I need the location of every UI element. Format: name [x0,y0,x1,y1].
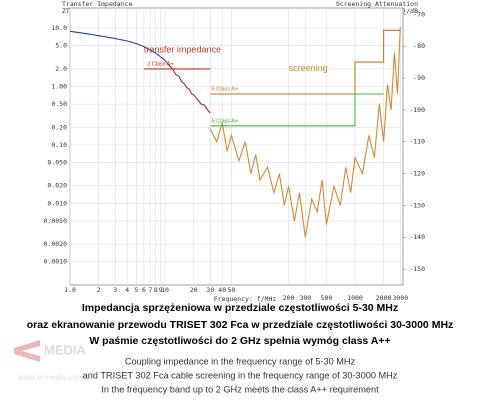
series-line [69,30,166,61]
x-tick-label: 7 [148,286,152,294]
caption-pl: oraz ekranowanie przewodu TRISET 302 Fca… [27,319,454,331]
y-tick-label: 0.020 [47,182,67,190]
series-line [210,93,384,127]
x-tick-label: 2000 [376,294,392,302]
series-line [164,59,211,114]
x-tick-label: 2 [97,286,101,294]
y-tick-label: 0.0050 [44,217,68,225]
x-tick-label: 6 [142,286,146,294]
caption-en: In the frequency band up to 2 GHz meets … [101,384,379,394]
x-tick-label: 8 [154,286,158,294]
x-tick-label: 3 [113,286,117,294]
annotation: 5 Class A+ [212,118,238,124]
caption-en: Coupling impedance in the frequency rang… [125,356,356,366]
x-tick-label: 50 [227,286,235,294]
y-tick-label: 2.0 [55,65,67,73]
y2-tick-label: -100 [409,106,425,114]
x-tick-label: 30 [206,286,214,294]
y-tick-label: 0.0020 [44,240,68,248]
x-tick-label: 20 [190,286,198,294]
x-tick-label: 1000 [347,294,363,302]
x-tick-label: 300 [299,294,311,302]
y-tick-label: 0.20 [51,123,67,131]
annotation: screening [289,63,328,73]
y-tick-label: 0.10 [51,141,67,149]
y-tick-label: 1.00 [51,82,67,90]
caption-en: and TRISET 302 Fca cable screening in th… [83,370,398,380]
y-tick-label: 0.0010 [44,258,68,266]
y-tick-label: 10.0 [51,24,67,32]
y2-tick-label: -110 [409,138,425,146]
y-tick-label: 5.0 [55,42,67,50]
x-tick-label: 10 [161,286,169,294]
y2-tick-label: -140 [409,233,425,241]
y-tick-label: 0.50 [51,100,67,108]
x-axis-label: Frequency: f/MHz [214,295,277,303]
watermark: MEDIA www.e-media.com.pl [14,340,92,382]
y2-tick-label: -70 [413,10,425,18]
x-tick-label: 4 [125,286,129,294]
x-tick-label: 200 [283,294,295,302]
watermark-url: www.e-media.com.pl [17,373,92,382]
annotation: transfer impedance [144,44,221,54]
plot-area [69,7,404,286]
series-line [210,29,401,95]
x-tick-label: 3000 [393,294,409,302]
x-tick-label: 500 [321,294,333,302]
series-line [209,27,401,238]
x-tick-label: 40 [218,286,226,294]
y2-tick-label: -130 [409,201,425,209]
caption-pl: W paśmie częstotliwości do 2 GHz spełnia… [89,335,390,347]
y2-tick-label: -120 [409,170,425,178]
y-tick-label: 0.050 [47,158,67,166]
caption-pl: Impedancja sprzężeniowa w przedziale czę… [82,302,398,314]
y2-tick-label: -150 [409,265,425,273]
x-tick-label: 5 [134,286,138,294]
watermark-text: MEDIA [44,342,87,357]
left-header: Transfer Impedance [62,0,133,8]
y2-tick-label: -90 [413,74,425,82]
annotation: 2 Class A+ [147,62,173,68]
y-tick-label: 0.010 [47,199,67,207]
y2-tick-label: -80 [413,42,425,50]
watermark-logo [14,340,40,362]
x-tick-label: 9 [159,286,163,294]
right-header: Screening Attenuation [336,0,418,8]
x-tick-label: 1.0 [64,286,76,294]
annotation: 6 Class A+ [212,87,238,93]
